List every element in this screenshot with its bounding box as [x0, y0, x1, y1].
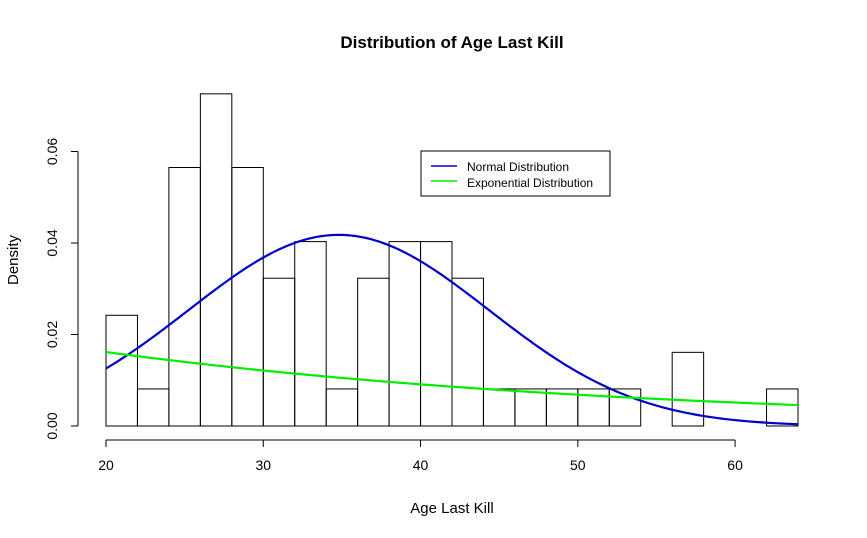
- histogram-bar: [482, 388, 516, 427]
- histogram-bar: [451, 277, 484, 427]
- histogram-bar: [136, 388, 170, 427]
- histogram-bars: [105, 93, 799, 427]
- histogram-bar: [357, 277, 390, 427]
- x-tick-label: 50: [570, 457, 586, 473]
- x-axis-label: Age Last Kill: [410, 500, 493, 517]
- y-tick-label: 0.06: [44, 138, 60, 165]
- histogram-bar: [420, 241, 453, 427]
- legend-label-normal: Normal Distribution: [467, 160, 569, 174]
- histogram-bar: [231, 166, 264, 427]
- histogram-bar: [325, 388, 359, 427]
- histogram-bar: [168, 166, 201, 427]
- x-axis: 20 30 40 50 60: [98, 439, 743, 473]
- chart-title: Distribution of Age Last Kill: [340, 33, 563, 52]
- x-tick-label: 40: [413, 457, 429, 473]
- x-tick-label: 60: [727, 457, 743, 473]
- y-tick-label: 0.02: [44, 321, 60, 348]
- y-axis: 0.00 0.02 0.04 0.06: [44, 138, 79, 440]
- y-tick-label: 0.04: [44, 229, 60, 256]
- histogram-bar: [294, 241, 327, 427]
- legend-box: [420, 150, 611, 197]
- x-tick-label: 20: [98, 457, 114, 473]
- normal-density-curve: [105, 233, 799, 426]
- y-axis-label: Density: [5, 234, 22, 285]
- histogram-bar: [671, 351, 705, 427]
- density-curves: [105, 233, 799, 426]
- histogram-bar: [105, 314, 138, 427]
- histogram-bar: [262, 277, 296, 427]
- legend-label-exponential: Exponential Distribution: [467, 176, 593, 190]
- x-tick-label: 30: [255, 457, 271, 473]
- y-tick-label: 0.00: [44, 412, 60, 439]
- histogram-bar: [388, 241, 422, 427]
- histogram-bar: [608, 388, 642, 427]
- histogram-bar: [199, 93, 233, 427]
- exponential-density-curve: [105, 350, 799, 407]
- histogram-bar: [514, 388, 547, 427]
- histogram-bar: [766, 388, 799, 427]
- legend: Normal Distribution Exponential Distribu…: [420, 150, 611, 197]
